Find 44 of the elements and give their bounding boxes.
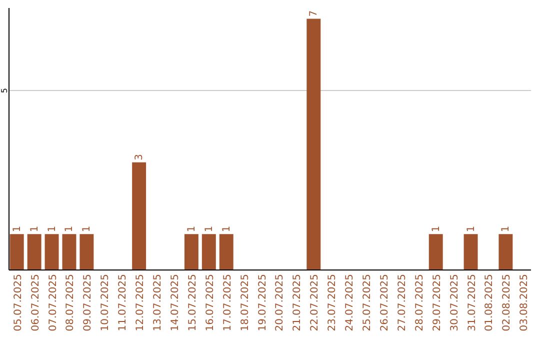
x-tick-label: 30.07.2025 xyxy=(449,274,460,332)
x-tick-label: 21.07.2025 xyxy=(292,274,304,332)
data-label: 1 xyxy=(82,226,93,232)
x-tick-label: 01.08.2025 xyxy=(484,274,496,332)
x-tick-label: 29.07.2025 xyxy=(432,274,443,332)
x-tick-label: 12.07.2025 xyxy=(135,274,146,332)
x-tick-label: 27.07.2025 xyxy=(396,274,408,332)
x-tick-label: 15.07.2025 xyxy=(187,274,198,332)
x-tick-label: 14.07.2025 xyxy=(170,274,181,332)
x-tick-label: 08.07.2025 xyxy=(65,274,76,332)
data-label: 1 xyxy=(500,226,512,232)
data-label: 1 xyxy=(204,226,215,232)
x-tick-label: 23.07.2025 xyxy=(327,274,338,332)
data-label: 1 xyxy=(466,226,477,232)
x-tick-label: 26.07.2025 xyxy=(379,274,390,332)
data-label: 1 xyxy=(430,226,442,232)
x-tick-label: 13.07.2025 xyxy=(152,274,164,332)
data-label: 1 xyxy=(46,226,58,232)
data-label: 1 xyxy=(12,226,23,232)
x-tick-label: 06.07.2025 xyxy=(30,274,42,332)
x-tick-label: 22.07.2025 xyxy=(310,274,321,332)
data-label: 1 xyxy=(29,226,40,232)
data-label: 1 xyxy=(221,226,232,232)
data-label: 1 xyxy=(64,226,76,232)
x-tick-label: 07.07.2025 xyxy=(48,274,59,332)
x-tick-label: 20.07.2025 xyxy=(274,274,286,332)
data-label: 7 xyxy=(308,10,320,17)
x-tick-label: 10.07.2025 xyxy=(100,274,112,332)
y-tick-label: 5 xyxy=(0,88,9,94)
x-tick-label: 25.07.2025 xyxy=(362,274,374,332)
x-tick-label: 31.07.2025 xyxy=(466,274,478,332)
x-tick-label: 09.07.2025 xyxy=(82,274,94,332)
x-tick-label: 02.08.2025 xyxy=(502,274,513,332)
x-tick-label: 28.07.2025 xyxy=(414,274,426,332)
data-label: 1 xyxy=(186,226,198,232)
x-tick-label: 05.07.2025 xyxy=(12,274,24,332)
x-tick-label: 19.07.2025 xyxy=(257,274,268,332)
x-tick-label: 18.07.2025 xyxy=(240,274,251,332)
x-tick-label: 11.07.2025 xyxy=(118,274,129,332)
x-tick-label: 17.07.2025 xyxy=(222,274,234,332)
x-tick-label: 03.08.2025 xyxy=(519,274,530,332)
data-label: 3 xyxy=(134,154,146,160)
x-tick-label: 16.07.2025 xyxy=(204,274,216,332)
x-tick-label: 24.07.2025 xyxy=(344,274,356,332)
